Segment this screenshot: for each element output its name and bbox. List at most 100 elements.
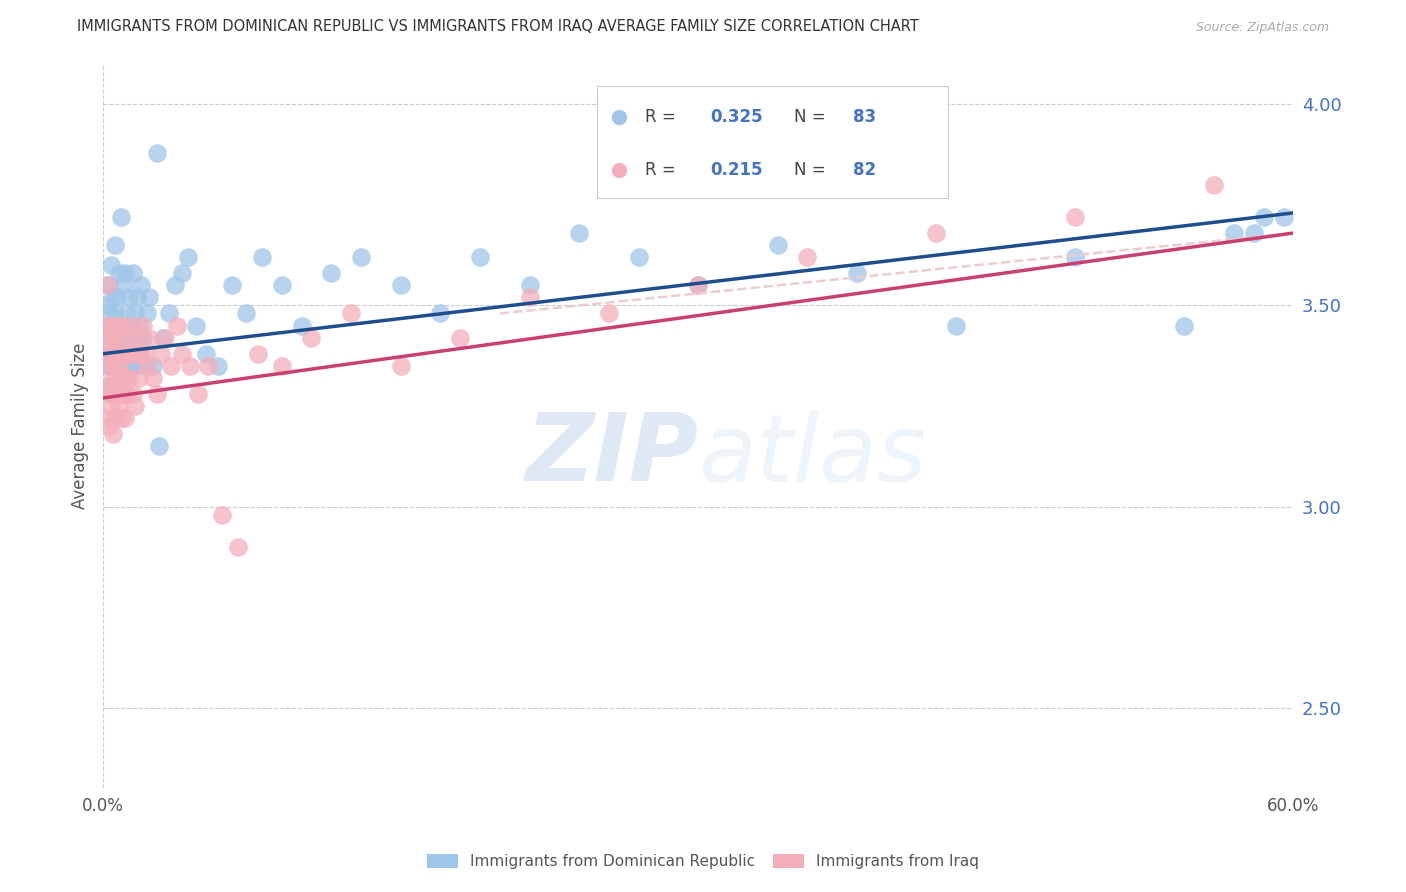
Point — [111, 359, 134, 373]
Point — [96, 278, 118, 293]
Point — [124, 359, 146, 373]
Point — [1253, 210, 1275, 224]
Text: R =: R = — [645, 161, 675, 179]
Point — [110, 411, 132, 425]
Point — [138, 331, 160, 345]
Point — [104, 387, 127, 401]
Point — [235, 306, 257, 320]
Point — [568, 226, 591, 240]
Point — [925, 226, 948, 240]
Point — [598, 306, 620, 320]
Point — [149, 347, 172, 361]
Point — [120, 347, 142, 361]
Point — [290, 318, 312, 333]
Point — [111, 331, 134, 345]
Point — [132, 331, 155, 345]
Point — [207, 359, 229, 373]
Point — [100, 379, 122, 393]
Point — [340, 306, 363, 320]
Point — [159, 359, 181, 373]
Text: IMMIGRANTS FROM DOMINICAN REPUBLIC VS IMMIGRANTS FROM IRAQ AVERAGE FAMILY SIZE C: IMMIGRANTS FROM DOMINICAN REPUBLIC VS IM… — [77, 20, 920, 34]
Point — [110, 347, 132, 361]
Point — [108, 331, 131, 345]
Point — [120, 359, 142, 373]
Text: R =: R = — [645, 108, 675, 126]
Point — [108, 399, 131, 413]
Point — [270, 278, 292, 293]
Point — [111, 347, 134, 361]
Point — [104, 318, 127, 333]
Point — [186, 318, 208, 333]
Point — [122, 318, 145, 333]
Text: N =: N = — [793, 108, 825, 126]
Point — [100, 318, 122, 333]
Point — [115, 306, 138, 320]
Point — [104, 411, 127, 425]
Point — [1243, 226, 1265, 240]
Point — [166, 318, 188, 333]
Point — [519, 278, 541, 293]
Point — [104, 347, 127, 361]
Point — [94, 411, 117, 425]
Point — [114, 411, 136, 425]
Point — [94, 347, 117, 361]
Point — [118, 290, 141, 304]
Point — [98, 278, 121, 293]
Point — [114, 371, 136, 385]
Point — [211, 508, 233, 522]
Point — [163, 278, 186, 293]
Point — [100, 347, 122, 361]
Point — [129, 347, 152, 361]
Point — [195, 347, 218, 361]
Point — [124, 399, 146, 413]
Point — [132, 318, 155, 333]
Point — [111, 318, 134, 333]
Text: Source: ZipAtlas.com: Source: ZipAtlas.com — [1195, 21, 1329, 34]
Point — [128, 347, 150, 361]
Point — [108, 318, 131, 333]
Point — [105, 347, 128, 361]
Point — [301, 331, 323, 345]
Point — [120, 318, 142, 333]
Point — [96, 379, 118, 393]
Point — [110, 371, 132, 385]
Point — [389, 359, 412, 373]
Point — [389, 278, 412, 293]
Point — [627, 250, 650, 264]
Point — [101, 347, 124, 361]
Point — [98, 331, 121, 345]
Point — [1064, 210, 1087, 224]
Point — [98, 419, 121, 434]
Point — [138, 290, 160, 304]
Point — [96, 298, 118, 312]
Point — [197, 359, 219, 373]
Point — [688, 278, 710, 293]
Point — [449, 331, 471, 345]
Point — [1272, 210, 1295, 224]
Point — [128, 371, 150, 385]
Legend: Immigrants from Dominican Republic, Immigrants from Iraq: Immigrants from Dominican Republic, Immi… — [420, 847, 986, 875]
Point — [98, 387, 121, 401]
Point — [105, 318, 128, 333]
Point — [135, 359, 157, 373]
Point — [118, 331, 141, 345]
Point — [114, 347, 136, 361]
Point — [350, 250, 373, 264]
Point — [94, 331, 117, 345]
Text: 0.325: 0.325 — [710, 108, 763, 126]
Point — [101, 427, 124, 442]
Point — [122, 387, 145, 401]
Point — [100, 318, 122, 333]
Point — [101, 371, 124, 385]
Point — [96, 359, 118, 373]
Point — [108, 359, 131, 373]
Point — [96, 318, 118, 333]
Point — [118, 371, 141, 385]
Point — [110, 210, 132, 224]
Point — [1223, 226, 1246, 240]
Point — [519, 290, 541, 304]
Point — [105, 331, 128, 345]
Point — [115, 359, 138, 373]
Point — [468, 250, 491, 264]
Point — [108, 359, 131, 373]
